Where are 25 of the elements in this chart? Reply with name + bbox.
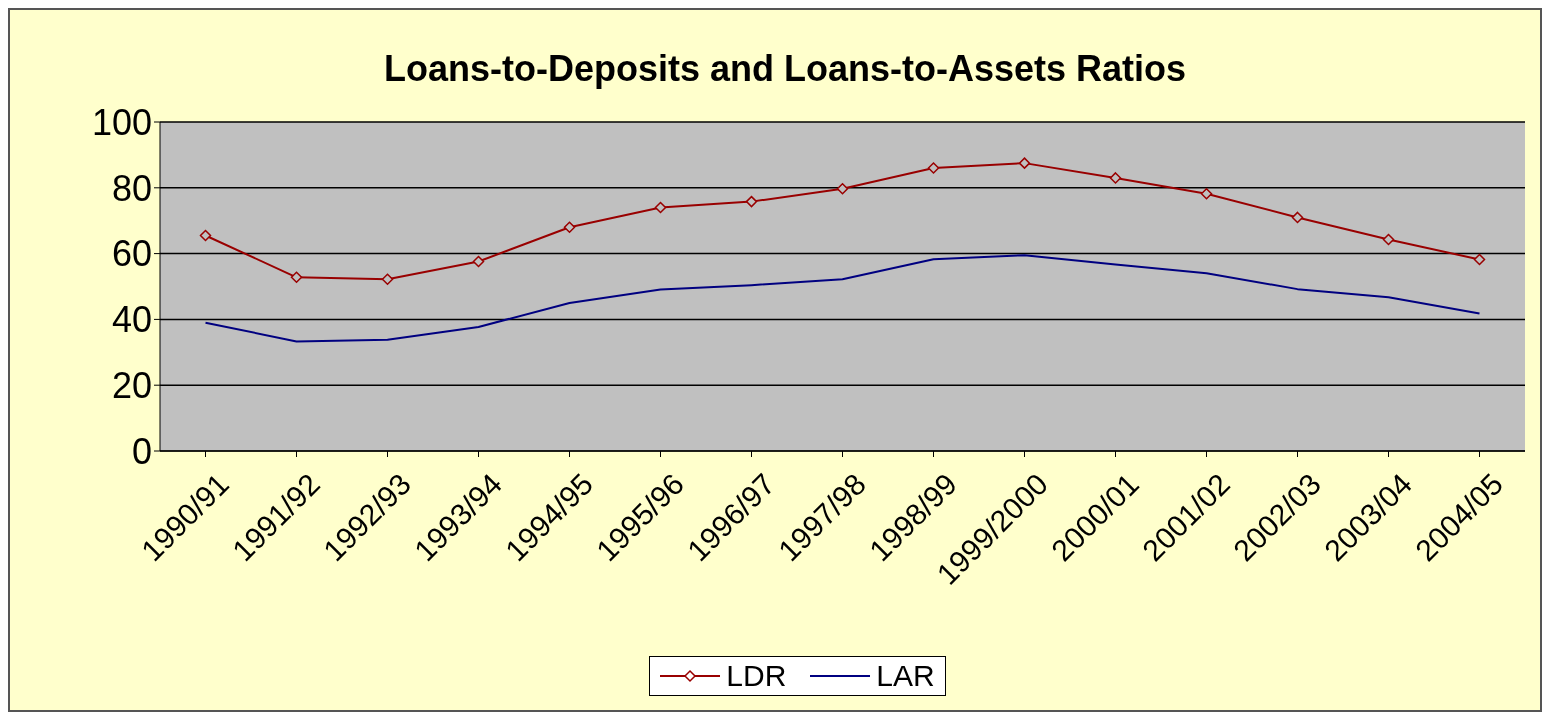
- legend-label: LDR: [726, 659, 787, 693]
- point: [472, 255, 485, 268]
- point: [836, 183, 849, 195]
- point: [1109, 172, 1122, 184]
- point: [1291, 211, 1304, 224]
- point: [199, 229, 212, 242]
- point: [1200, 187, 1213, 200]
- point: [563, 221, 576, 234]
- point: [654, 201, 667, 214]
- y-tick-label: 20: [111, 364, 152, 406]
- point: [1382, 233, 1395, 246]
- line-series: [204, 254, 1481, 343]
- point: [290, 271, 303, 284]
- point: [745, 195, 758, 208]
- y-tick-label: 0: [131, 430, 152, 472]
- y-tick-label: 60: [111, 233, 152, 275]
- y-tick-label: 80: [111, 167, 152, 209]
- y-tick-label: 100: [91, 101, 152, 143]
- point: [1473, 253, 1486, 266]
- point: [1018, 157, 1031, 169]
- point: [381, 273, 394, 286]
- point: [927, 162, 940, 174]
- y-tick-label: 40: [111, 299, 152, 341]
- chart-title: Loans-to-Deposits and Loans-to-Assets Ratios: [382, 48, 1188, 90]
- legend-label: LAR: [876, 659, 935, 693]
